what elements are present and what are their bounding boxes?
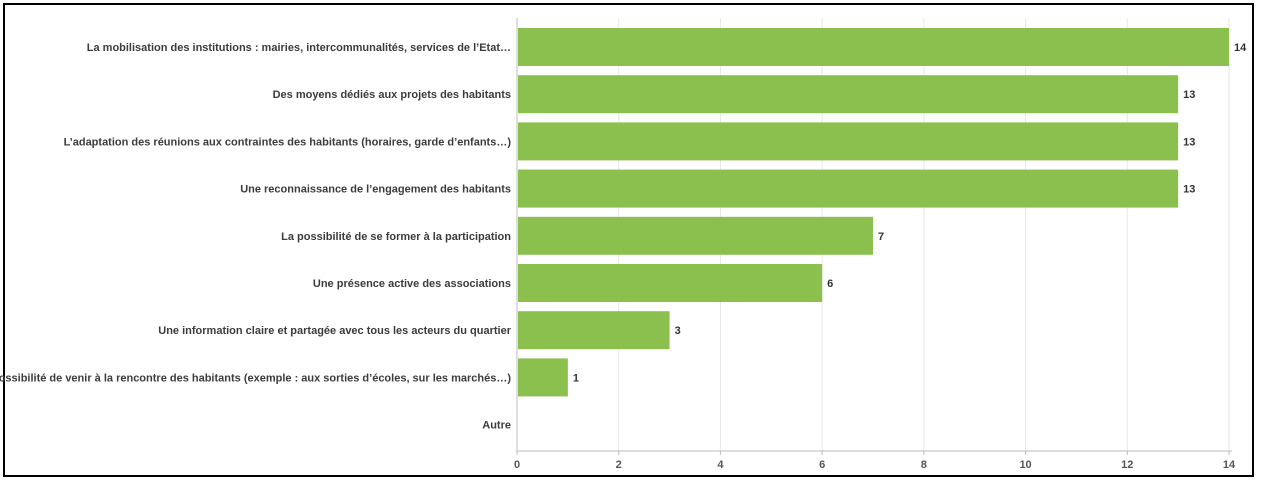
bar-value-label: 1	[573, 372, 579, 384]
bar-value-label: 3	[675, 325, 681, 337]
category-label: Une présence active des associations	[313, 278, 511, 290]
category-label: La possibilité de se former à la partici…	[281, 231, 511, 243]
bar-value-label: 13	[1183, 184, 1195, 196]
x-tick-label: 4	[717, 459, 724, 471]
x-tick-label: 2	[616, 459, 622, 471]
category-label: Des moyens dédiés aux projets des habita…	[273, 89, 511, 101]
bar	[518, 28, 1229, 66]
category-label: Autre	[482, 420, 511, 432]
category-label: La mobilisation des institutions : mairi…	[87, 42, 511, 54]
bar	[518, 358, 568, 397]
bar-value-label: 13	[1183, 89, 1195, 101]
x-tick-label: 8	[921, 459, 927, 471]
bar	[518, 75, 1179, 114]
bar	[518, 122, 1179, 161]
bar	[518, 264, 823, 302]
x-tick-label: 0	[514, 459, 520, 471]
bar	[518, 216, 873, 255]
x-tick-label: 12	[1121, 459, 1133, 471]
bar-value-label: 7	[878, 231, 884, 243]
category-label: Une reconnaissance de l’engagement des h…	[240, 184, 511, 196]
bar-value-label: 13	[1183, 136, 1195, 148]
x-tick-label: 6	[819, 459, 825, 471]
bar	[518, 311, 670, 350]
bar-value-label: 14	[1234, 42, 1247, 54]
category-label: Une information claire et partagée avec …	[158, 325, 511, 337]
x-tick-label: 10	[1019, 459, 1031, 471]
category-label: L’adaptation des réunions aux contrainte…	[64, 136, 512, 148]
bar	[518, 169, 1179, 208]
category-label: La possibilité de venir à la rencontre d…	[0, 372, 511, 384]
x-tick-label: 14	[1223, 459, 1236, 471]
bar-value-label: 6	[827, 278, 833, 290]
